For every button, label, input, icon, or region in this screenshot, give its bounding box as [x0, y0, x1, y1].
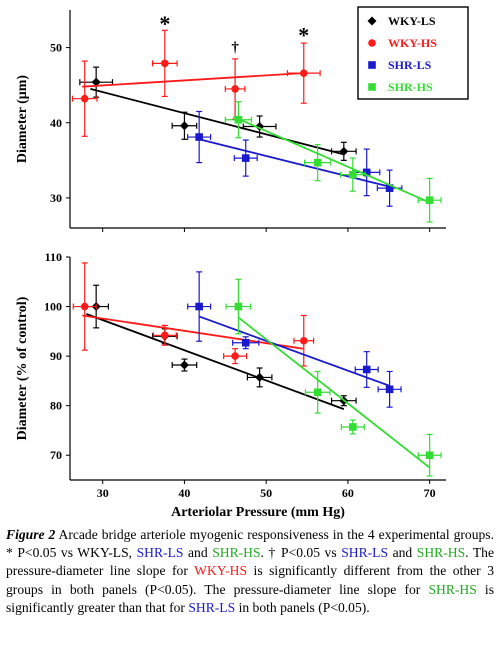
fit-line — [90, 88, 345, 156]
fit-line — [86, 313, 345, 410]
x-tick-label: 50 — [260, 486, 272, 500]
fit-line — [233, 115, 431, 204]
series-shr-hs — [225, 278, 442, 477]
series-wky-ls — [79, 66, 357, 161]
data-point — [349, 170, 357, 179]
data-point — [313, 158, 322, 167]
data-point — [241, 338, 250, 347]
data-point — [195, 302, 203, 311]
data-point — [241, 154, 250, 162]
data-point — [362, 365, 371, 374]
y-axis-label: Diameter (μm) — [15, 75, 30, 163]
series-wky-hs — [72, 262, 315, 367]
fit-line — [237, 316, 431, 469]
series-shr-hs — [224, 101, 442, 223]
data-point — [234, 302, 243, 311]
caption-segment: . † P<0.05 vs — [260, 545, 342, 561]
caption-segment: SHR-HS — [416, 545, 466, 561]
legend-box — [357, 6, 469, 100]
data-point — [195, 133, 203, 141]
significance-marker: * — [159, 11, 170, 36]
data-point — [231, 85, 239, 93]
data-point — [231, 352, 239, 360]
y-tick-label: 110 — [45, 250, 62, 264]
caption-segment: SHR-LS — [136, 545, 184, 561]
caption-segment: . The pressure-diameter line slope for — [6, 545, 494, 579]
data-point — [299, 336, 308, 345]
figure: 30 40 50 Diameter (μm) * † * WKY-LS WKY-HS SHR-LS… — [15, 6, 469, 520]
data-point — [255, 372, 265, 382]
caption-segment: SHR-LS — [188, 599, 236, 615]
data-point — [161, 59, 169, 68]
series-shr-ls — [187, 271, 402, 408]
fit-line — [82, 72, 304, 88]
data-point — [91, 77, 101, 87]
x-tick-label: 40 — [178, 486, 190, 500]
caption-segment: is significantly different from the othe… — [6, 563, 494, 597]
fit-line — [198, 315, 390, 387]
caption-segment: WKY-HS — [194, 563, 248, 579]
significance-marker: * — [298, 22, 309, 47]
figure-caption: Figure 2 Arcade bridge arteriole myogeni… — [6, 526, 494, 617]
x-tick-label: 30 — [97, 486, 109, 500]
data-point — [349, 423, 357, 431]
legend-marker — [368, 61, 376, 69]
legend-entry: WKY-HS — [388, 36, 437, 50]
data-point — [385, 385, 394, 394]
significance-marker: † — [231, 40, 239, 56]
fit-line — [198, 138, 390, 188]
caption-segment: Arcade bridge arteriole myogenic respons… — [6, 527, 494, 561]
legend-marker — [368, 39, 376, 47]
legend-entry: SHR-LS — [388, 58, 432, 72]
panel-bottom: 70 80 90 100 110 30 40 50 60 70 Diameter (% of con… — [15, 250, 446, 520]
data-point — [425, 196, 434, 204]
data-point — [161, 331, 169, 340]
legend-entry: SHR-HS — [388, 80, 433, 94]
x-axis-label: Arteriolar Pressure (mm Hg) — [171, 505, 345, 520]
data-point — [339, 146, 349, 156]
data-point — [362, 168, 371, 177]
data-point — [313, 388, 322, 397]
data-point — [234, 115, 243, 124]
y-tick-label: 90 — [50, 349, 62, 363]
caption-segment: SHR-HS — [212, 545, 261, 561]
caption-segment: SHR-HS — [428, 581, 477, 597]
caption-segment: in both panels (P<0.05). — [235, 599, 370, 615]
y-tick-label: 50 — [50, 41, 62, 55]
legend-marker — [368, 83, 376, 91]
series-wky-hs — [71, 29, 321, 137]
data-point — [179, 121, 189, 131]
data-point — [385, 184, 394, 192]
legend-entry: WKY-LS — [388, 14, 436, 28]
x-tick-label: 70 — [424, 486, 436, 500]
caption-segment: is significantly greater than that for — [6, 581, 494, 615]
panel-top: 30 40 50 Diameter (μm) * † * WKY-LS WKY-HS SHR-LS… — [15, 6, 469, 232]
y-tick-label: 40 — [50, 116, 62, 130]
caption-body: Arcade bridge arteriole myogenic respons… — [6, 527, 494, 615]
caption-segment: SHR-LS — [341, 545, 389, 561]
x-tick-label: 60 — [342, 486, 354, 500]
data-point — [299, 69, 308, 77]
legend: WKY-LS WKY-HS SHR-LS SHR-HS — [357, 6, 469, 100]
series-shr-ls — [187, 110, 403, 207]
y-tick-label: 100 — [44, 300, 62, 314]
caption-label: Figure 2 — [6, 527, 56, 542]
fit-line — [82, 314, 304, 350]
data-point — [80, 302, 89, 311]
data-point — [80, 94, 89, 103]
data-point — [179, 360, 189, 370]
y-axis-label: Diameter (% of control) — [15, 296, 30, 440]
data-point — [425, 451, 434, 460]
caption-segment: and — [183, 545, 213, 561]
caption-segment: and — [388, 545, 417, 561]
legend-marker — [367, 16, 377, 26]
y-tick-label: 30 — [50, 191, 62, 205]
y-tick-label: 70 — [50, 448, 62, 462]
y-tick-label: 80 — [50, 399, 62, 413]
